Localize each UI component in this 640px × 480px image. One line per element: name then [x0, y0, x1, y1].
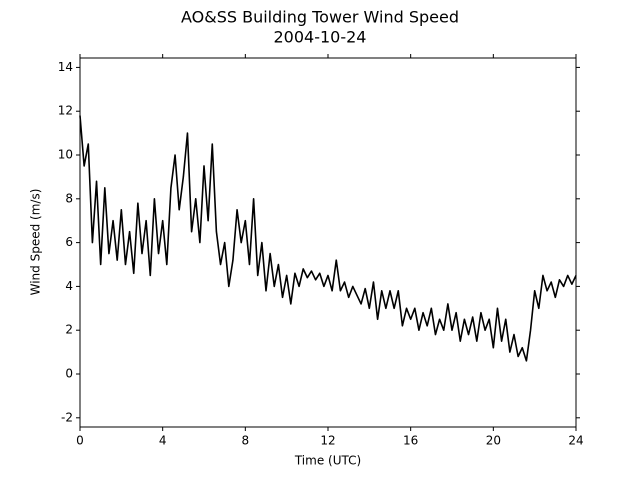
- x-axis-label: Time (UTC): [294, 454, 361, 468]
- y-tick-label: 6: [65, 235, 73, 249]
- x-tick-label: 0: [76, 434, 84, 448]
- chart-subtitle: 2004-10-24: [274, 28, 367, 47]
- y-tick-label: 10: [58, 148, 73, 162]
- y-axis-label: Wind Speed (m/s): [29, 189, 43, 296]
- plot-frame: [79, 57, 577, 428]
- x-tick-label: 20: [486, 434, 501, 448]
- y-tick-label: 2: [65, 323, 73, 337]
- data-line: [79, 115, 577, 362]
- x-tick-label: 16: [403, 434, 418, 448]
- x-tick-label: 4: [159, 434, 167, 448]
- y-tick-label: 14: [58, 60, 73, 74]
- x-tick-label: 24: [568, 434, 583, 448]
- y-tick-label: 12: [58, 104, 73, 118]
- y-tick-label: 8: [65, 191, 73, 205]
- y-tick-label: -2: [61, 410, 73, 424]
- x-tick-label: 12: [320, 434, 335, 448]
- y-tick-label: 4: [65, 279, 73, 293]
- y-tick-label: 0: [65, 367, 73, 381]
- x-tick-label: 8: [242, 434, 250, 448]
- chart-title: AO&SS Building Tower Wind Speed: [181, 8, 459, 27]
